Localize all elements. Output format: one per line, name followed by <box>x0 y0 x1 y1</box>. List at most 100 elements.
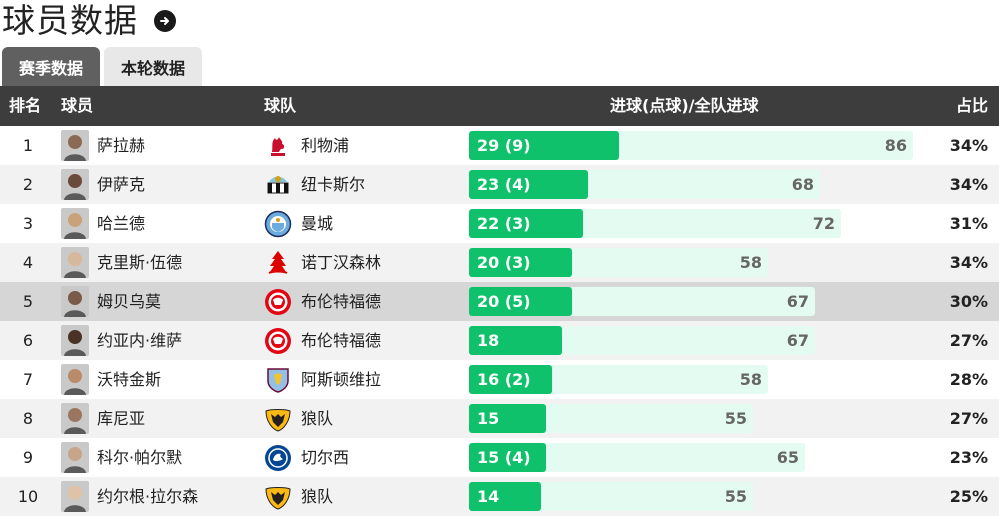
player-name[interactable]: 克里斯·伍德 <box>97 253 183 272</box>
mancity-crest-icon <box>264 210 292 238</box>
team-name[interactable]: 阿斯顿维拉 <box>301 370 382 389</box>
forest-crest-icon <box>264 249 292 277</box>
team-name[interactable]: 布伦特福德 <box>301 331 382 350</box>
player-name[interactable]: 库尼亚 <box>97 409 146 428</box>
player-goals-bar: 23 (4) <box>469 170 588 199</box>
table-body: 1 萨拉赫 利物浦 29 (9) 86 34% 2 伊萨克 纽卡斯尔 23 (4) 68 34% 3 哈兰… <box>0 126 999 516</box>
goal-share-pct: 27% <box>949 409 988 428</box>
header-rank[interactable]: 排名 <box>9 96 42 115</box>
table-row[interactable]: 9 科尔·帕尔默 切尔西 15 (4) 65 23% <box>0 438 999 477</box>
table-row[interactable]: 2 伊萨克 纽卡斯尔 23 (4) 68 34% <box>0 165 999 204</box>
team-name[interactable]: 切尔西 <box>301 448 350 467</box>
player-name[interactable]: 姆贝乌莫 <box>97 292 162 311</box>
goal-share-pct: 28% <box>949 370 988 389</box>
table-row[interactable]: 8 库尼亚 狼队 15 55 27% <box>0 399 999 438</box>
player-avatar[interactable] <box>61 325 89 356</box>
team-goals-value: 72 <box>812 214 835 233</box>
team-goals-value: 68 <box>791 175 814 194</box>
goal-share-pct: 34% <box>949 175 988 194</box>
player-avatar[interactable] <box>61 364 89 395</box>
player-avatar[interactable] <box>61 403 89 434</box>
player-avatar[interactable] <box>61 481 89 512</box>
team-goals-value: 65 <box>776 448 799 467</box>
player-goals-bar: 20 (3) <box>469 248 572 277</box>
rank-cell: 10 <box>17 487 39 506</box>
header-goals[interactable]: 进球(点球)/全队进球 <box>610 96 759 115</box>
player-stats-table: 排名 球员 球队 进球(点球)/全队进球 占比 1 萨拉赫 利物浦 29 (9) 86 3… <box>0 86 999 516</box>
brentford-crest-icon <box>264 288 292 316</box>
player-name[interactable]: 萨拉赫 <box>97 136 146 155</box>
player-goals-bar: 14 <box>469 482 541 511</box>
player-avatar[interactable] <box>61 208 89 239</box>
player-name[interactable]: 沃特金斯 <box>97 370 162 389</box>
player-avatar[interactable] <box>61 247 89 278</box>
rank-cell: 4 <box>22 253 34 272</box>
team-name[interactable]: 利物浦 <box>301 136 350 155</box>
player-name[interactable]: 哈兰德 <box>97 214 146 233</box>
newcastle-crest-icon <box>264 171 292 199</box>
header-team[interactable]: 球队 <box>264 96 297 115</box>
chelsea-crest-icon <box>264 444 292 472</box>
player-name[interactable]: 约亚内·维萨 <box>97 331 183 350</box>
table-row[interactable]: 7 沃特金斯 阿斯顿维拉 16 (2) 58 28% <box>0 360 999 399</box>
team-name[interactable]: 狼队 <box>301 487 334 506</box>
player-goals-bar: 20 (5) <box>469 287 572 316</box>
table-row[interactable]: 6 约亚内·维萨 布伦特福德 18 67 27% <box>0 321 999 360</box>
villa-crest-icon <box>264 366 292 394</box>
table-row[interactable]: 1 萨拉赫 利物浦 29 (9) 86 34% <box>0 126 999 165</box>
team-name[interactable]: 狼队 <box>301 409 334 428</box>
team-name[interactable]: 纽卡斯尔 <box>301 175 366 194</box>
table-row[interactable]: 10 约尔根·拉尔森 狼队 14 55 25% <box>0 477 999 516</box>
rank-cell: 3 <box>22 214 34 233</box>
team-goals-value: 55 <box>724 409 747 428</box>
team-name[interactable]: 诺丁汉森林 <box>301 253 382 272</box>
player-goals-bar: 16 (2) <box>469 365 552 394</box>
table-row[interactable]: 4 克里斯·伍德 诺丁汉森林 20 (3) 58 34% <box>0 243 999 282</box>
player-avatar[interactable] <box>61 169 89 200</box>
brentford-crest-icon <box>264 327 292 355</box>
player-name[interactable]: 伊萨克 <box>97 175 146 194</box>
wolves-crest-icon <box>264 405 292 433</box>
page-title: 球员数据 <box>2 1 138 40</box>
liverpool-crest-icon <box>264 132 292 160</box>
header-pct[interactable]: 占比 <box>955 96 988 115</box>
rank-cell: 7 <box>22 370 34 389</box>
wolves-crest-icon <box>264 483 292 511</box>
player-goals-bar: 15 <box>469 404 546 433</box>
goal-share-pct: 34% <box>949 136 988 155</box>
team-goals-value: 58 <box>739 253 762 272</box>
table-header: 排名 球员 球队 进球(点球)/全队进球 占比 <box>0 86 999 126</box>
rank-cell: 6 <box>22 331 34 350</box>
player-name[interactable]: 约尔根·拉尔森 <box>97 487 199 506</box>
tab-round-stats[interactable]: 本轮数据 <box>104 47 203 86</box>
team-goals-value: 58 <box>739 370 762 389</box>
player-avatar[interactable] <box>61 442 89 473</box>
arrow-right-icon[interactable] <box>154 10 176 32</box>
player-avatar[interactable] <box>61 130 89 161</box>
team-name[interactable]: 布伦特福德 <box>301 292 382 311</box>
player-goals-bar: 15 (4) <box>469 443 546 472</box>
tab-season-stats[interactable]: 赛季数据 <box>2 47 101 86</box>
rank-cell: 5 <box>22 292 34 311</box>
team-goals-value: 67 <box>786 292 809 311</box>
tab-bar: 赛季数据 本轮数据 <box>2 47 206 86</box>
player-goals-bar: 29 (9) <box>469 131 619 160</box>
goal-share-pct: 30% <box>949 292 988 311</box>
team-goals-value: 55 <box>724 487 747 506</box>
player-goals-bar: 22 (3) <box>469 209 583 238</box>
page-header: 球员数据 <box>2 0 176 42</box>
goal-share-pct: 23% <box>949 448 988 467</box>
team-goals-value: 67 <box>786 331 809 350</box>
table-row[interactable]: 3 哈兰德 曼城 22 (3) 72 31% <box>0 204 999 243</box>
player-avatar[interactable] <box>61 286 89 317</box>
rank-cell: 2 <box>22 175 34 194</box>
goal-share-pct: 25% <box>949 487 988 506</box>
rank-cell: 9 <box>22 448 34 467</box>
rank-cell: 1 <box>22 136 34 155</box>
team-name[interactable]: 曼城 <box>301 214 334 233</box>
table-row[interactable]: 5 姆贝乌莫 布伦特福德 20 (5) 67 30% <box>0 282 999 321</box>
header-player[interactable]: 球员 <box>61 96 94 115</box>
team-goals-value: 86 <box>884 136 907 155</box>
player-name[interactable]: 科尔·帕尔默 <box>97 448 183 467</box>
rank-cell: 8 <box>22 409 34 428</box>
